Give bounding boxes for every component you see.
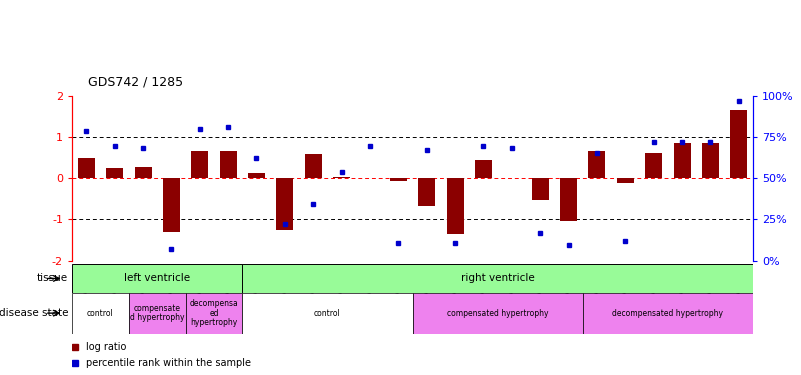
Bar [674, 143, 690, 178]
Text: GDS742 / 1285: GDS742 / 1285 [88, 75, 183, 88]
Bar [589, 151, 606, 178]
Bar [304, 154, 322, 178]
Text: control: control [87, 309, 114, 318]
Text: tissue: tissue [37, 273, 68, 284]
Text: decompensa
ed
hypertrophy: decompensa ed hypertrophy [190, 299, 239, 327]
Text: percentile rank within the sample: percentile rank within the sample [86, 358, 251, 368]
Bar [645, 153, 662, 178]
Text: control: control [314, 309, 340, 318]
Bar [475, 160, 492, 178]
Bar [106, 168, 123, 178]
Text: right ventricle: right ventricle [461, 273, 534, 284]
Bar [418, 178, 435, 206]
Bar [186, 292, 242, 334]
Bar [560, 178, 577, 221]
Text: log ratio: log ratio [86, 342, 126, 352]
Bar [582, 292, 753, 334]
Bar [191, 151, 208, 178]
Bar [129, 292, 186, 334]
Text: left ventricle: left ventricle [124, 273, 191, 284]
Bar [248, 173, 265, 178]
Bar [242, 292, 413, 334]
Bar [413, 292, 582, 334]
Text: compensate
d hypertrophy: compensate d hypertrophy [130, 304, 184, 322]
Bar [276, 178, 293, 230]
Bar [617, 178, 634, 183]
Bar [78, 158, 95, 178]
Bar [390, 178, 407, 182]
Bar [702, 143, 718, 178]
Bar [446, 178, 464, 234]
Bar [242, 264, 753, 292]
Bar [72, 264, 242, 292]
Bar [731, 110, 747, 178]
Bar [72, 292, 129, 334]
Text: decompensated hypertrophy: decompensated hypertrophy [612, 309, 723, 318]
Bar [135, 166, 151, 178]
Bar [532, 178, 549, 200]
Text: compensated hypertrophy: compensated hypertrophy [447, 309, 549, 318]
Bar [219, 151, 236, 178]
Text: disease state: disease state [0, 308, 68, 318]
Bar [163, 178, 180, 232]
Bar [333, 177, 350, 178]
